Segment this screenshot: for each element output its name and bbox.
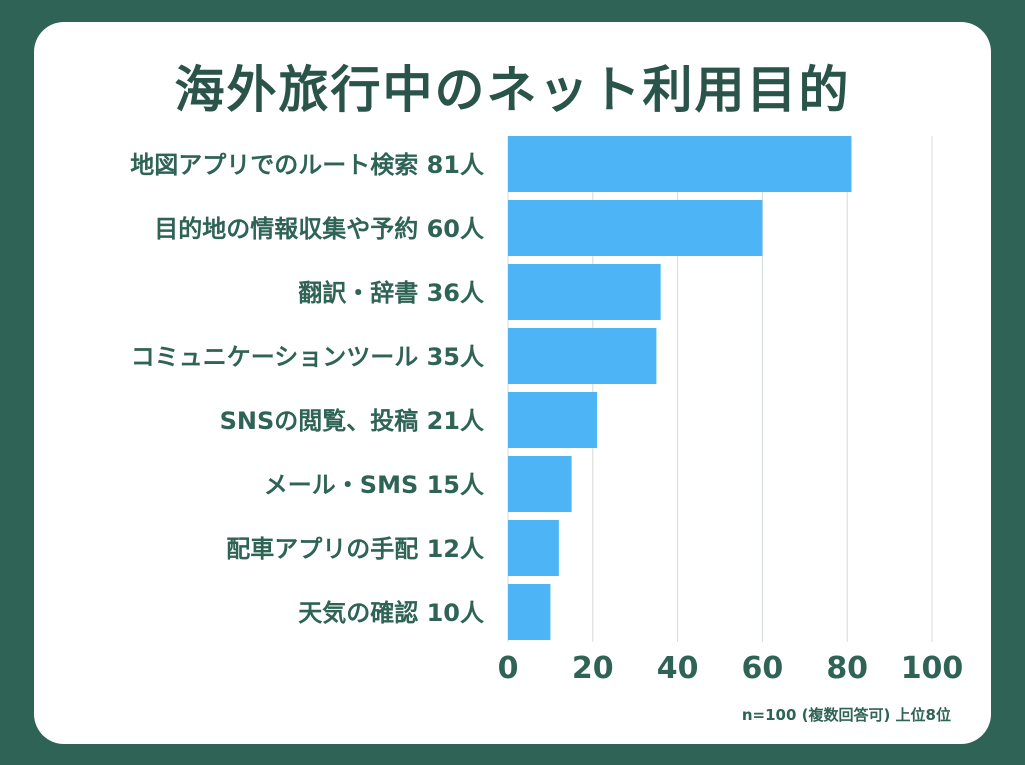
x-tick-label: 100 <box>901 651 964 686</box>
category-label: 翻訳・辞書 36人 <box>298 279 484 307</box>
bar <box>508 200 763 256</box>
footnote: n=100 (複数回答可) 上位8位 <box>741 706 951 724</box>
bar <box>508 328 657 384</box>
x-tick-label: 40 <box>657 651 699 686</box>
bar <box>508 264 661 320</box>
bar <box>508 584 551 640</box>
category-label: SNSの閲覧、投稿 21人 <box>220 407 484 435</box>
category-label: コミュニケーションツール 35人 <box>131 343 484 371</box>
chart-card: 海外旅行中のネット利用目的 地図アプリでのルート検索 81人目的地の情報収集や予… <box>34 22 991 744</box>
x-tick-label: 0 <box>498 651 519 686</box>
x-tick-label: 60 <box>742 651 784 686</box>
category-label: 地図アプリでのルート検索 81人 <box>130 151 484 179</box>
x-tick-label: 80 <box>826 651 868 686</box>
category-label: 天気の確認 10人 <box>298 599 484 627</box>
bar <box>508 456 572 512</box>
bar <box>508 392 598 448</box>
x-tick-label: 20 <box>572 651 614 686</box>
bar <box>508 520 559 576</box>
category-label: 目的地の情報収集や予約 60人 <box>154 215 484 243</box>
category-label: 配車アプリの手配 12人 <box>226 535 484 563</box>
category-label: メール・SMS 15人 <box>264 471 484 499</box>
bar <box>508 136 852 192</box>
chart-title: 海外旅行中のネット利用目的 <box>174 61 851 119</box>
